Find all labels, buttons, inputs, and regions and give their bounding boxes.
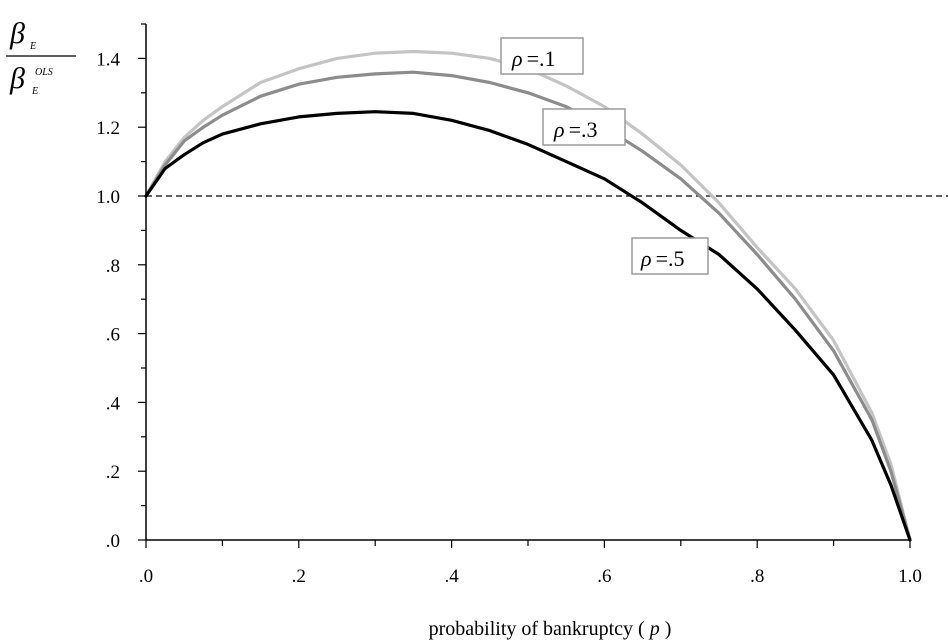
legend-label-rho-3: ρ =.3: [542, 108, 626, 146]
x-axis-title-var: p: [648, 618, 660, 640]
axes: [138, 23, 911, 548]
x-tick-labels: .0 .2 .4 .6 .8 1.0: [139, 566, 922, 587]
x-tick-label: .4: [444, 566, 459, 587]
legend-box-rho-3: [542, 108, 626, 146]
y-tick-label: 1.4: [96, 49, 120, 70]
y-label-numerator-sub: E: [29, 41, 36, 52]
series-line-rho-3: [144, 70, 912, 542]
legend-text-rho-5: ρ =.5: [640, 246, 684, 271]
x-axis-title-close: ): [665, 618, 672, 640]
y-tick-labels: .0 .2 .4 .6 .8 1.0 1.2 1.4: [96, 49, 120, 552]
y-tick-label: 1.0: [96, 187, 120, 208]
x-tick-label: .6: [597, 566, 611, 587]
y-tick-label: .8: [106, 256, 120, 277]
legend-text-rho-1: ρ =.1: [511, 46, 555, 71]
legend-box-rho-1: [500, 37, 584, 75]
y-label-denominator-sup: OLS: [35, 67, 53, 78]
series-line-rho-5: [144, 110, 912, 542]
y-axis-label: β E β E OLS: [6, 17, 76, 97]
y-tick-label: .4: [106, 393, 121, 414]
y-tick-label: .6: [106, 325, 120, 346]
series-layer: [144, 49, 912, 542]
x-axis-title: probability of bankruptcy ( p ): [429, 618, 672, 640]
y-tick-label: 1.2: [96, 118, 120, 139]
x-axis-title-text: probability of bankruptcy (: [429, 618, 645, 640]
y-tick-label: .2: [106, 462, 120, 483]
x-tick-label: .8: [750, 566, 764, 587]
y-label-denominator: β: [9, 62, 25, 95]
x-tick-label: .2: [292, 566, 306, 587]
legend-box-rho-5: [631, 237, 709, 275]
x-tick-label: .0: [139, 566, 153, 587]
x-tick-label: 1.0: [898, 566, 922, 587]
legend-text-rho-3: ρ =.3: [553, 117, 597, 142]
y-label-numerator: β: [9, 17, 25, 50]
legend-label-rho-1: ρ =.1: [500, 37, 584, 75]
legend-label-rho-5: ρ =.5: [631, 237, 709, 275]
y-tick-label: .0: [106, 531, 120, 552]
y-label-denominator-sub: E: [31, 86, 38, 97]
